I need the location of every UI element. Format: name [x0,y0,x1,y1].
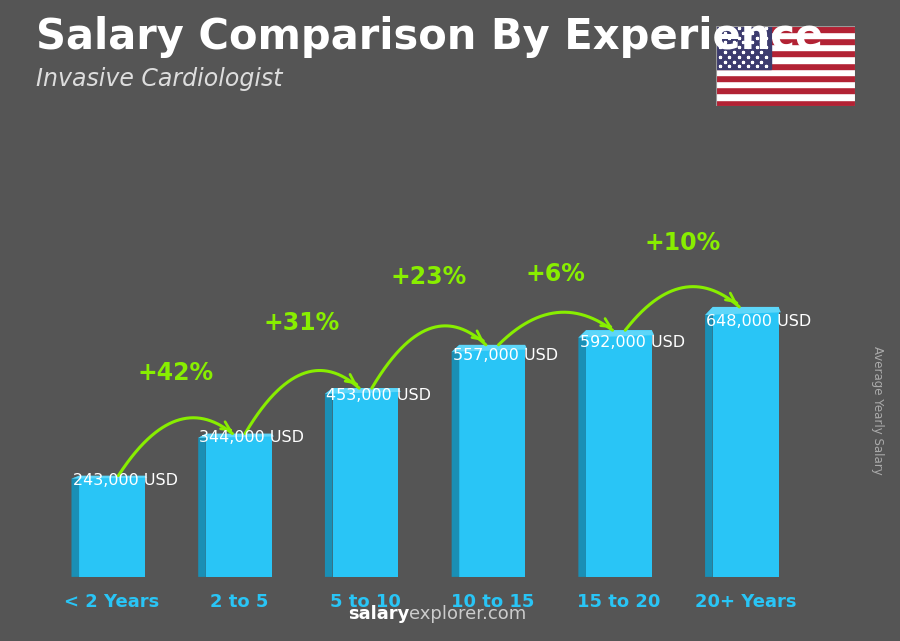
Text: 648,000 USD: 648,000 USD [706,313,812,328]
Bar [716,75,855,81]
Text: +23%: +23% [391,265,467,290]
Polygon shape [705,307,781,315]
Text: Salary Comparison By Experience: Salary Comparison By Experience [36,16,824,58]
Text: explorer.com: explorer.com [410,605,526,623]
Text: 592,000 USD: 592,000 USD [580,335,685,350]
Text: 243,000 USD: 243,000 USD [73,473,177,488]
Text: +31%: +31% [264,311,340,335]
Polygon shape [71,476,148,479]
Bar [716,69,855,75]
Polygon shape [579,330,654,338]
Polygon shape [579,330,586,577]
Polygon shape [459,345,525,577]
Text: +6%: +6% [526,262,586,286]
Polygon shape [325,388,332,577]
Text: salary: salary [348,605,410,623]
Bar [716,94,855,99]
Bar [716,56,855,63]
Polygon shape [198,433,274,438]
Polygon shape [325,388,400,394]
Polygon shape [452,345,459,577]
Polygon shape [452,345,527,352]
Bar [716,26,771,69]
Bar [716,87,855,94]
Bar [716,63,855,69]
Text: 344,000 USD: 344,000 USD [200,430,304,445]
Bar [716,26,855,32]
Polygon shape [705,307,713,577]
Polygon shape [71,476,79,577]
Text: +42%: +42% [138,362,213,385]
Text: 453,000 USD: 453,000 USD [326,388,431,403]
Polygon shape [586,330,652,577]
Bar [716,44,855,50]
Text: Invasive Cardiologist: Invasive Cardiologist [36,67,283,91]
Bar [716,81,855,87]
Text: Average Yearly Salary: Average Yearly Salary [871,346,884,474]
Bar [716,50,855,56]
Polygon shape [206,433,272,577]
Text: 557,000 USD: 557,000 USD [453,349,558,363]
Polygon shape [198,433,206,577]
Polygon shape [713,307,778,577]
Polygon shape [79,476,145,577]
Text: +10%: +10% [644,231,720,255]
Polygon shape [332,388,399,577]
Bar [716,99,855,106]
Bar [716,38,855,44]
Bar [716,32,855,38]
